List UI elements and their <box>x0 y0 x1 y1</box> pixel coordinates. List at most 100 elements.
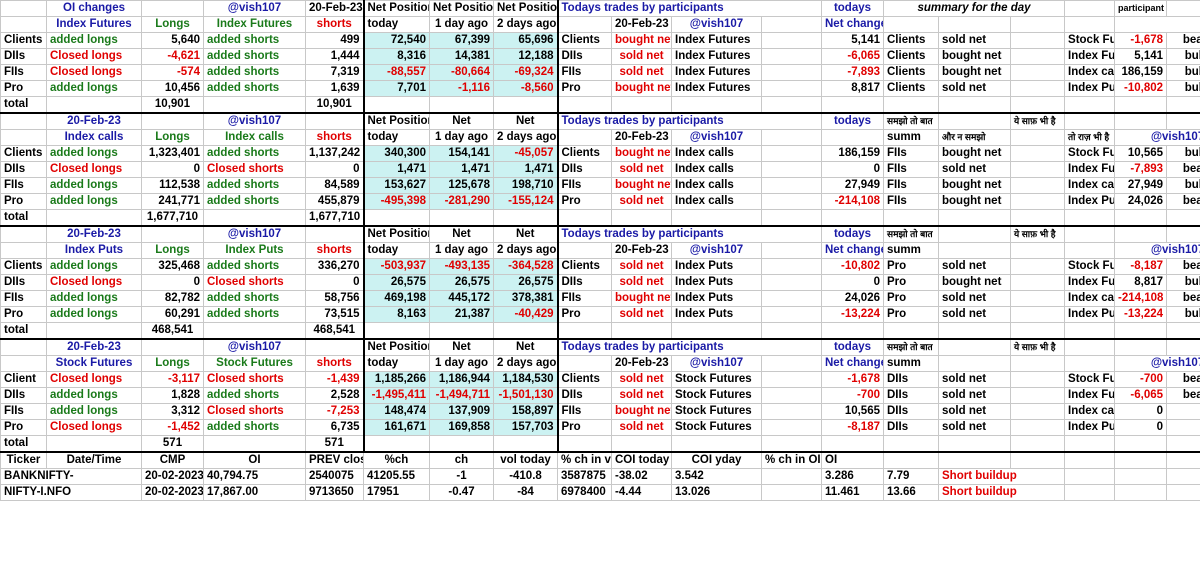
ticker-prev: 17951 <box>363 484 430 501</box>
hindi-text <box>1064 242 1116 259</box>
summary-value: -1,678 <box>1114 32 1168 49</box>
todays-trades-label: Todays trades by participants <box>556 338 822 356</box>
cell <box>671 209 762 227</box>
short-action: Closed shorts <box>203 161 306 178</box>
cell <box>1166 96 1200 114</box>
cell <box>141 338 204 356</box>
shorts-value: 6,735 <box>305 419 364 436</box>
short-action: added shorts <box>203 64 306 81</box>
net-today: -88,557 <box>362 64 430 81</box>
summary-value: 8,817 <box>1114 274 1168 291</box>
hindi-text: समझो तो बात <box>883 225 939 243</box>
section-name: Index Futures <box>46 16 142 33</box>
cell <box>938 451 1011 469</box>
sheet-row: FIIs Closed longs -574 added shorts 7,319 -88… <box>0 64 1200 81</box>
short-action: added shorts <box>203 145 306 162</box>
sheet-row: DIIs Closed longs 0 Closed shorts 0 26,575 26,… <box>0 274 1200 291</box>
participant-label: participant <box>1114 0 1168 17</box>
sheet-row: DIIs Closed longs -4,621 added shorts 1,444 8… <box>0 48 1200 65</box>
longs-value: -574 <box>141 64 204 81</box>
longs-label: Longs <box>141 129 204 146</box>
net-1d: 154,141 <box>429 145 494 162</box>
participant: FIIs <box>0 177 47 194</box>
cell <box>671 322 762 340</box>
ticker-pch: -0.47 <box>429 484 494 501</box>
cell <box>1114 338 1168 356</box>
section-name: Index Futures <box>203 16 306 33</box>
cell <box>1064 0 1116 17</box>
summary-participant: Pro <box>883 306 939 323</box>
trade-instrument: Index Puts <box>671 274 762 291</box>
cell <box>0 355 47 372</box>
net-positions-label: Net Positions <box>362 112 430 130</box>
trade-type: sold net <box>611 48 672 65</box>
long-action: added longs <box>46 32 142 49</box>
day1-label: 1 day ago <box>429 355 494 372</box>
hindi-text <box>1064 16 1116 33</box>
cell <box>493 322 558 340</box>
cell <box>761 129 822 146</box>
short-action: Closed shorts <box>203 403 306 420</box>
net-change: -10,802 <box>821 258 884 275</box>
ticker-pch: -1 <box>429 468 494 485</box>
summary-instrument: Index calls <box>1064 177 1116 194</box>
net-positions-label: Net Positions <box>362 0 430 17</box>
summary-type: sold net <box>938 403 1011 420</box>
total-label: total <box>0 209 47 227</box>
handle: @vish107 <box>671 242 762 259</box>
handle: @vish107 <box>203 0 306 17</box>
trade-participant: Clients <box>556 145 612 162</box>
summary-instrument: Stock Futures <box>1064 371 1116 388</box>
cell <box>938 225 1011 243</box>
trade-instrument: Index calls <box>671 145 762 162</box>
trade-participant: DIIs <box>556 48 612 65</box>
participant: Client <box>0 371 47 388</box>
sheet-row: FIIs added longs 82,782 added shorts 58,756 4… <box>0 290 1200 307</box>
ticker-header: COI yday <box>671 451 762 469</box>
sheet-row: total 10,901 10,901 <box>0 96 1200 114</box>
cell <box>761 96 822 114</box>
day1-label: 1 day ago <box>429 16 494 33</box>
handle: @vish107 <box>1114 355 1200 372</box>
cell <box>1009 322 1066 340</box>
cell <box>1009 193 1066 210</box>
trade-type: sold net <box>611 64 672 81</box>
hindi-text: ये साफ़ भी है <box>1009 112 1066 130</box>
net-change: 10,565 <box>821 403 884 420</box>
ticker-coi-today: 3.542 <box>671 468 762 485</box>
cell <box>1166 484 1200 501</box>
cell <box>1114 322 1168 340</box>
cell <box>362 209 430 227</box>
cell <box>556 209 612 227</box>
hindi-text <box>938 355 1011 372</box>
trade-instrument: Stock Futures <box>671 387 762 404</box>
net-label: Net <box>429 225 494 243</box>
short-action: added shorts <box>203 48 306 65</box>
long-action: added longs <box>46 193 142 210</box>
sheet-row: DIIs Closed longs 0 Closed shorts 0 1,471 1,47… <box>0 161 1200 178</box>
cell <box>1009 48 1066 65</box>
cell <box>611 209 672 227</box>
net-today: 8,163 <box>362 306 430 323</box>
cell <box>1114 468 1168 485</box>
blank <box>0 225 47 243</box>
summary-type: bought net <box>938 274 1011 291</box>
total-shorts: 468,541 <box>305 322 364 340</box>
summary-participant: DIIs <box>883 371 939 388</box>
summary-participant: DIIs <box>883 403 939 420</box>
cell <box>1009 387 1066 404</box>
net-change-label: Net change <box>821 16 884 33</box>
cell <box>0 242 47 259</box>
summary-view: bearish <box>1166 258 1200 275</box>
hindi-text: ये साफ़ भी है <box>1009 338 1066 356</box>
cell <box>761 322 822 340</box>
summ-label: summ <box>883 129 939 146</box>
cell <box>883 96 939 114</box>
hindi-text: समझो तो बात <box>883 338 939 356</box>
net-change: -214,108 <box>821 193 884 210</box>
section-name: Index Puts <box>46 242 142 259</box>
cell <box>46 435 142 453</box>
cell <box>611 96 672 114</box>
